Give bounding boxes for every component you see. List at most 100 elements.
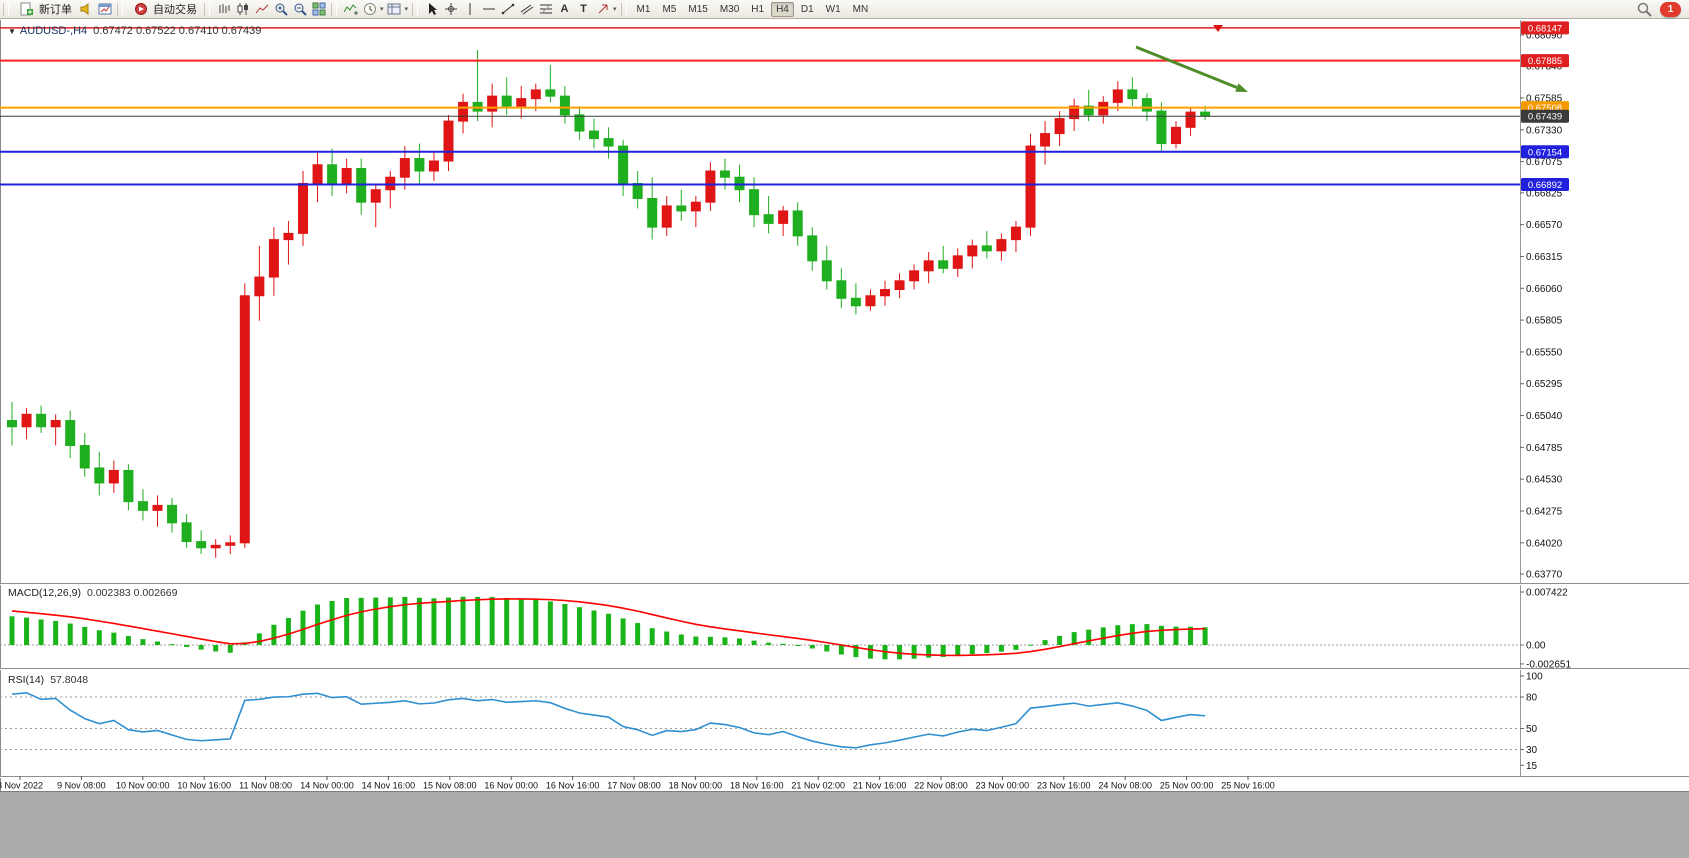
price-axis-label: 0.65040 xyxy=(1526,411,1563,422)
timeframe-h1[interactable]: H1 xyxy=(751,3,765,15)
autotrading-button[interactable]: 自动交易 xyxy=(127,1,201,18)
arrows-icon[interactable] xyxy=(593,1,612,18)
time-axis-label: 15 Nov 08:00 xyxy=(423,781,477,791)
timeframe-m30[interactable]: M30 xyxy=(719,3,740,15)
price-axis[interactable]: 0.68090 0.67840 0.67585 0.67330 0.67075 0.668… xyxy=(1520,31,1563,581)
toolbar-grip[interactable] xyxy=(3,2,9,16)
main-toolbar: 新订单 自动交易 xyxy=(0,0,1689,19)
chart-window-icon[interactable] xyxy=(95,1,114,18)
new-order-button[interactable]: 新订单 xyxy=(13,1,76,18)
price-axis-label: 0.64275 xyxy=(1526,506,1563,517)
toolbar-grip[interactable] xyxy=(412,2,419,16)
arrows-caret-icon[interactable]: ▾ xyxy=(613,6,617,13)
time-axis-label: 10 Nov 16:00 xyxy=(177,781,231,791)
templates-caret-icon[interactable]: ▾ xyxy=(404,6,409,13)
price-axis-label: 0.65550 xyxy=(1526,347,1563,358)
periods-icon[interactable] xyxy=(360,1,379,18)
time-axis-label: 23 Nov 16:00 xyxy=(1037,781,1091,791)
price-axis-label: 0.63770 xyxy=(1526,570,1563,581)
toolbar-grip[interactable] xyxy=(117,2,123,16)
chart-canvas[interactable]: 0.68090 0.67840 0.67585 0.67330 0.67075 0.668… xyxy=(0,20,1689,791)
price-axis-label: 0.68090 xyxy=(1526,31,1563,42)
time-axis[interactable]: 8 Nov 2022 9 Nov 08:00 10 Nov 00:00 10 Nov … xyxy=(0,776,1275,791)
price-axis-label: 0.66315 xyxy=(1526,252,1563,263)
time-axis-label: 23 Nov 00:00 xyxy=(976,781,1030,791)
templates-icon[interactable] xyxy=(385,1,404,18)
candlestick-chart-icon[interactable] xyxy=(233,1,252,18)
timeframe-h4[interactable]: H4 xyxy=(771,1,794,17)
time-axis-label: 18 Nov 16:00 xyxy=(730,781,784,791)
price-badge-value: 0.67439 xyxy=(1528,112,1562,123)
window-bottom-strip xyxy=(0,791,1689,858)
toolbar-grip[interactable] xyxy=(620,2,627,16)
horizontal-levels xyxy=(0,27,1520,186)
timeframe-m1[interactable]: M1 xyxy=(636,3,651,15)
autotrading-icon xyxy=(131,1,150,18)
timeframe-d1[interactable]: D1 xyxy=(800,3,814,15)
toolbar-grip[interactable] xyxy=(204,2,210,16)
line-chart-icon[interactable] xyxy=(252,1,271,18)
time-axis-label: 9 Nov 08:00 xyxy=(57,781,106,791)
text-icon[interactable]: A xyxy=(560,2,569,15)
price-badge xyxy=(1521,109,1569,123)
time-axis-label: 11 Nov 08:00 xyxy=(239,781,292,791)
time-axis-label: 24 Nov 08:00 xyxy=(1098,781,1152,791)
rsi-line xyxy=(11,691,1206,749)
sound-icon[interactable] xyxy=(76,1,95,18)
price-axis-label: 0.64785 xyxy=(1526,443,1563,454)
zoom-in-icon[interactable] xyxy=(271,1,290,18)
indicators-icon[interactable] xyxy=(341,1,360,18)
horizontal-line-icon[interactable] xyxy=(479,1,498,18)
vertical-line-icon[interactable] xyxy=(460,1,479,18)
text-label-icon[interactable]: T xyxy=(580,2,587,15)
trend-arrow-head xyxy=(1235,83,1248,92)
time-axis-label: 17 Nov 08:00 xyxy=(607,781,661,791)
new-order-icon xyxy=(17,1,36,18)
rsi-axis[interactable]: 100 80 50 30 15 xyxy=(1520,672,1543,772)
price-axis-label: 0.67840 xyxy=(1526,62,1563,73)
toolbar-right: 1 xyxy=(1635,1,1689,18)
timeframe-w1[interactable]: W1 xyxy=(825,3,841,15)
macd-histogram xyxy=(0,596,1520,660)
price-axis-label: 0.64020 xyxy=(1526,538,1563,549)
notification-badge[interactable]: 1 xyxy=(1660,1,1681,17)
cursor-icon[interactable] xyxy=(422,1,441,18)
timeframe-m15[interactable]: M15 xyxy=(688,3,708,15)
tile-windows-icon[interactable] xyxy=(309,1,328,18)
candles-series xyxy=(7,49,1211,558)
trend-arrow[interactable] xyxy=(1135,45,1238,89)
time-axis-label: 14 Nov 16:00 xyxy=(362,781,416,791)
bar-chart-icon[interactable] xyxy=(214,1,233,18)
macd-axis-label: -0.002651 xyxy=(1526,659,1571,670)
trendline-icon[interactable] xyxy=(498,1,517,18)
time-axis-label: 14 Nov 00:00 xyxy=(300,781,354,791)
periods-caret-icon[interactable]: ▾ xyxy=(380,6,384,13)
zoom-out-icon[interactable] xyxy=(290,1,309,18)
autotrading-label: 自动交易 xyxy=(153,4,197,16)
price-badge-value: 0.67885 xyxy=(1528,56,1562,67)
price-badge xyxy=(1521,21,1569,35)
timeframe-m5[interactable]: M5 xyxy=(662,3,677,15)
time-axis-label: 16 Nov 16:00 xyxy=(546,781,600,791)
time-axis-label: 25 Nov 00:00 xyxy=(1160,781,1214,791)
price-axis-label: 0.67585 xyxy=(1526,94,1563,105)
price-badge xyxy=(1521,54,1569,68)
line-studies-toolbar: A T ▾ xyxy=(409,0,618,19)
crosshair-icon[interactable] xyxy=(441,1,460,18)
fibonacci-icon[interactable] xyxy=(536,1,555,18)
rsi-axis-label: 50 xyxy=(1526,724,1538,735)
search-icon[interactable] xyxy=(1635,1,1654,18)
timeframe-mn[interactable]: MN xyxy=(852,3,869,15)
channel-icon[interactable] xyxy=(517,1,536,18)
price-badge xyxy=(1521,145,1569,159)
charts-toolbar: ▾ ▾ xyxy=(201,0,409,19)
price-axis-label: 0.66060 xyxy=(1526,284,1563,295)
timeframes-toolbar: M1 M5 M15 M30 H1 H4 D1 W1 MN xyxy=(618,0,875,19)
rsi-axis-label: 100 xyxy=(1526,672,1543,683)
macd-axis-label: 0.007422 xyxy=(1526,587,1568,598)
macd-axis[interactable]: 0.007422 0.00 -0.002651 xyxy=(1520,587,1571,670)
toolbar-grip[interactable] xyxy=(331,2,337,16)
time-axis-label: 21 Nov 02:00 xyxy=(791,781,845,791)
